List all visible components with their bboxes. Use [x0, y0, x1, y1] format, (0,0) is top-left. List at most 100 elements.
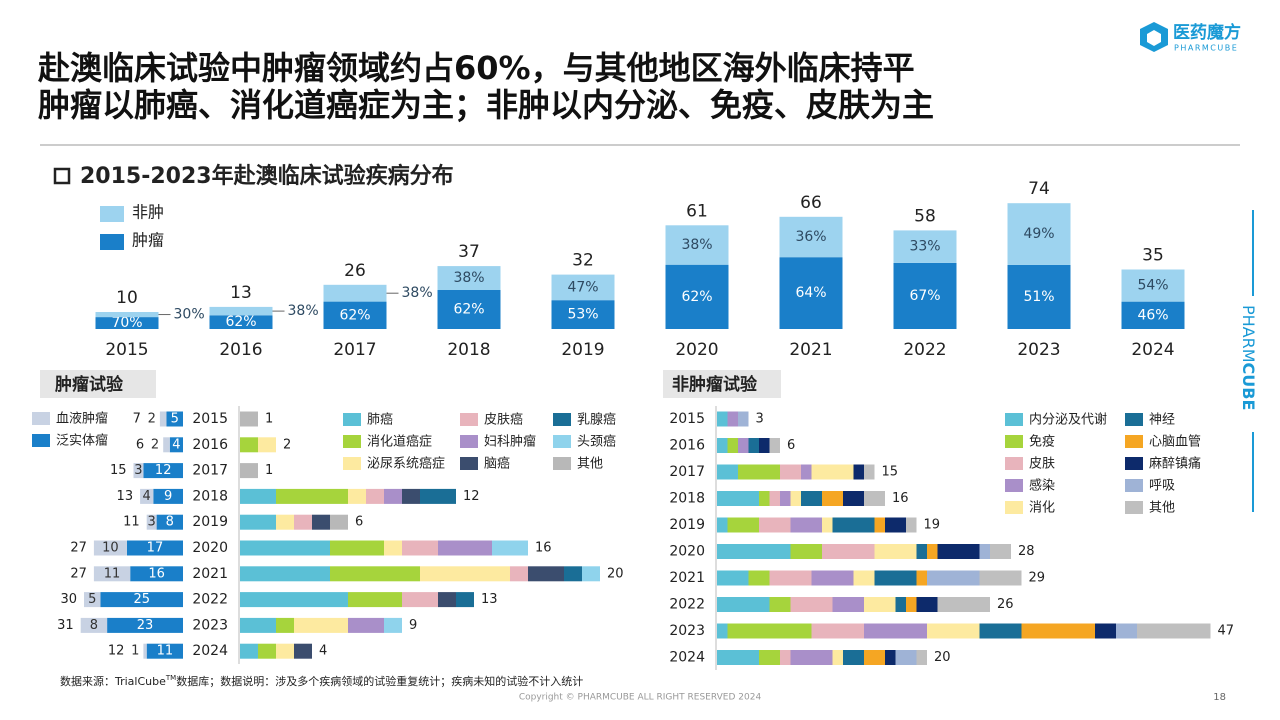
segment-label: 2 [148, 412, 156, 427]
bar-segment [717, 438, 728, 453]
legend-label: 泛实体瘤 [56, 433, 108, 449]
legend-swatch [1005, 457, 1023, 470]
bar-segment [384, 488, 402, 504]
bar-segment [258, 643, 276, 659]
segment-label: 49% [1023, 226, 1054, 242]
side-brand: PHARMCUBE [1240, 305, 1259, 410]
bar-segment [769, 570, 812, 586]
bar-segment [107, 617, 183, 633]
bar-segment [885, 517, 906, 533]
bar-segment [384, 617, 402, 633]
total-label: 29 [1029, 571, 1046, 586]
legend-swatch [1005, 435, 1023, 448]
bar-segment [1021, 623, 1095, 639]
bar-segment [582, 566, 600, 582]
bar-segment [738, 411, 749, 427]
total-label: 13 [230, 283, 252, 303]
bar-segment [717, 623, 728, 639]
bar-segment [348, 488, 366, 504]
page-number: 18 [1213, 692, 1226, 703]
bar-segment [1121, 269, 1185, 302]
total-label: 20 [934, 650, 951, 665]
bar-segment [276, 488, 348, 504]
y-tick-label: 2020 [192, 540, 228, 556]
bar-segment [790, 597, 833, 612]
bar-segment [133, 463, 144, 479]
bar-segment [528, 566, 564, 582]
segment-label: 8 [90, 618, 98, 633]
bar-segment [916, 597, 938, 612]
total-label: 15 [882, 465, 899, 480]
segment-label: 67% [909, 288, 940, 304]
side-brand-bold: CUBE [1240, 363, 1259, 411]
total-label: 47 [1218, 624, 1235, 639]
bar-segment [979, 544, 990, 559]
bar-segment [348, 617, 384, 633]
legend-label: 肿瘤 [132, 231, 164, 250]
total-label: 27 [70, 541, 87, 556]
y-tick-label: 2020 [669, 544, 705, 560]
source-rest: 数据库；数据说明：涉及多个疾病领域的试验重复统计；疾病未知的试验不计入统计 [176, 674, 583, 688]
segment-label: 54% [1137, 278, 1168, 294]
logo-name: 医药魔方 [1173, 22, 1241, 43]
segment-label: 62% [339, 307, 370, 323]
segment-label: 9 [164, 489, 172, 504]
bar-segment [790, 491, 801, 506]
y-tick-label: 2019 [669, 517, 705, 533]
total-label: 7 [133, 412, 141, 427]
segment-label: 62% [225, 314, 256, 330]
logo: 医药魔方 PHARMCUBE [1140, 22, 1241, 53]
bar-segment [330, 514, 348, 530]
bar-segment [727, 411, 738, 427]
x-tick-label: 2020 [675, 340, 718, 360]
legend-swatch [1005, 413, 1023, 426]
total-label: 13 [481, 592, 498, 607]
legend-label: 神经 [1149, 413, 1175, 428]
y-tick-label: 2024 [192, 643, 228, 659]
bar-segment [93, 566, 131, 582]
bar-segment [801, 491, 822, 506]
bar-segment [843, 491, 864, 506]
segment-label: 38% [402, 285, 433, 301]
legend-swatch [32, 434, 50, 447]
bar-segment [438, 592, 456, 608]
bar-segment [759, 650, 780, 665]
source-note: 数据来源：TrialCubeTM数据库；数据说明：涉及多个疾病领域的试验重复统计… [60, 674, 583, 688]
bar-segment [801, 464, 812, 480]
bar-segment [258, 437, 276, 453]
segment-label: 46% [1137, 307, 1168, 323]
source-tm: TM [165, 674, 176, 682]
bar-segment [906, 597, 917, 612]
bar-segment [769, 491, 780, 506]
bar-segment [166, 411, 183, 427]
total-label: 12 [463, 489, 480, 504]
bar-segment [95, 317, 159, 329]
segment-label: 2 [151, 437, 159, 452]
bar-segment [843, 650, 864, 665]
bar-segment [738, 438, 749, 453]
bar-segment [143, 643, 147, 659]
bar-segment [420, 566, 510, 582]
bar-segment [790, 517, 822, 533]
total-label: 74 [1028, 179, 1050, 199]
bar-segment [717, 650, 759, 665]
side-brand-light: PHARM [1240, 305, 1259, 363]
bar-segment [240, 488, 276, 504]
legend-label: 脑癌 [484, 456, 510, 472]
total-label: 66 [800, 193, 822, 213]
legend-swatch [343, 457, 361, 470]
legend-label: 血液肿瘤 [56, 411, 108, 427]
legend-label: 妇科肿瘤 [484, 434, 536, 450]
legend-label: 消化道癌症 [367, 434, 432, 450]
y-tick-label: 2018 [669, 491, 705, 507]
x-tick-label: 2023 [1017, 340, 1060, 360]
bar-segment [895, 597, 906, 612]
legend-label: 心脑血管 [1149, 435, 1201, 450]
bar-segment [437, 266, 501, 291]
bar-segment [240, 514, 276, 530]
bar-segment [853, 570, 875, 586]
bar-segment [822, 544, 875, 559]
bar-segment [864, 623, 927, 639]
legend-swatch [32, 412, 50, 425]
total-label: 61 [686, 201, 708, 221]
